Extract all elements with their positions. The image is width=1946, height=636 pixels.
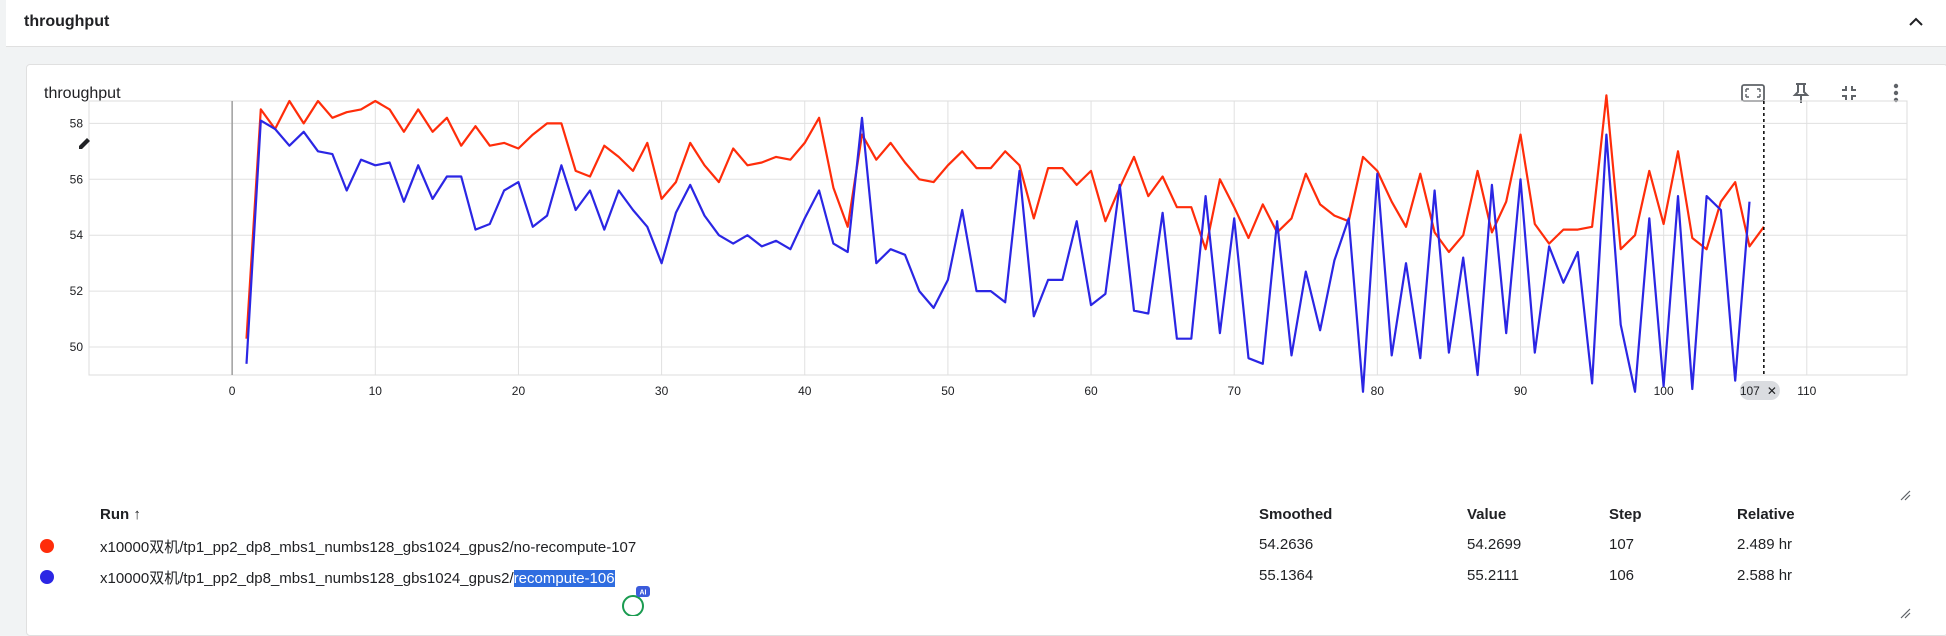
relative-cell: 2.489 hr	[1737, 536, 1793, 553]
y-tick-label: 58	[70, 116, 84, 130]
x-tick-label: 60	[1084, 384, 1098, 398]
chevron-up-icon	[1909, 17, 1923, 26]
fit-to-screen-icon	[1741, 84, 1765, 102]
y-tick-label: 50	[70, 340, 84, 354]
x-tick-label: 40	[798, 384, 812, 398]
x-tick-label: 0	[229, 384, 236, 398]
smoothed-value: 54.2636	[1259, 536, 1314, 553]
series-line	[245, 94, 1765, 339]
collapse-button[interactable]	[1904, 10, 1928, 34]
close-icon: ✕	[1767, 384, 1777, 398]
run-name-text: x10000双机/tp1_pp2_dp8_mbs1_numbs128_gbs10…	[100, 570, 514, 587]
col-run-header[interactable]: Run ↑	[100, 506, 141, 523]
x-tick-label: 90	[1514, 384, 1528, 398]
relative-cell: 2.588 hr	[1737, 567, 1793, 584]
step-cursor[interactable]: 107 ✕	[1740, 101, 1780, 400]
chart-grid	[88, 100, 1908, 376]
chart-series	[245, 94, 1765, 393]
run-color-dot	[40, 570, 54, 584]
value-cell: 54.2699	[1467, 536, 1522, 553]
ai-badge-label: AI	[640, 590, 647, 597]
fit-to-screen-button[interactable]	[1739, 79, 1767, 107]
step-cell: 107	[1609, 536, 1635, 553]
x-tick-label: 50	[941, 384, 955, 398]
x-tick-label: 70	[1228, 384, 1242, 398]
pin-icon	[1792, 83, 1810, 103]
pin-button[interactable]	[1787, 79, 1815, 107]
ai-assistant-icon[interactable]: AI	[620, 586, 650, 616]
card-title: throughput	[44, 85, 121, 102]
x-tick-label: 110	[1797, 384, 1816, 398]
run-name: x10000双机/tp1_pp2_dp8_mbs1_numbs128_gbs10…	[100, 536, 636, 557]
col-smoothed-header[interactable]: Smoothed	[1259, 506, 1333, 523]
y-tick-label: 56	[70, 172, 84, 186]
cursor-label: 107	[1740, 384, 1760, 398]
y-tick-label: 52	[70, 284, 84, 298]
chart-axes: 50 52 54 56 58 0 10 20 30 40 50 60 70 80 90 100 110	[70, 116, 1817, 398]
cursor-chip	[1739, 381, 1780, 400]
section-title: throughput	[24, 13, 110, 30]
chart-card: throughput 50 52 54 56 58 0 10 20 30 40 50 60 70 80 90…	[26, 64, 1946, 636]
x-tick-label: 20	[512, 384, 526, 398]
col-relative-header[interactable]: Relative	[1737, 506, 1795, 523]
fullscreen-exit-icon	[1842, 86, 1856, 100]
x-tick-label: 80	[1371, 384, 1385, 398]
col-value-header[interactable]: Value	[1467, 506, 1507, 523]
fullscreen-exit-button[interactable]	[1835, 79, 1863, 107]
y-tick-label: 54	[70, 228, 84, 242]
resize-handle-icon[interactable]	[1899, 607, 1911, 619]
run-name-text: x10000双机/tp1_pp2_dp8_mbs1_numbs128_gbs10…	[100, 539, 637, 556]
run-name: x10000双机/tp1_pp2_dp8_mbs1_numbs128_gbs10…	[100, 567, 615, 588]
edit-icon[interactable]	[79, 138, 90, 149]
x-tick-label: 30	[655, 384, 669, 398]
run-color-dot	[40, 539, 54, 553]
smoothed-value: 55.1364	[1259, 567, 1314, 584]
step-cell: 106	[1609, 567, 1635, 584]
section-header: throughput	[6, 0, 1946, 47]
value-cell: 55.2111	[1467, 567, 1519, 584]
x-tick-label: 10	[369, 384, 383, 398]
line-chart[interactable]: 50 52 54 56 58 0 10 20 30 40 50 60 70 80 90 100 110 107 ✕	[27, 65, 1946, 465]
selected-text: recompute-106	[513, 570, 615, 587]
series-line	[245, 116, 1751, 393]
x-tick-label: 100	[1654, 384, 1674, 398]
resize-handle-icon[interactable]	[1899, 489, 1911, 501]
col-step-header[interactable]: Step	[1609, 506, 1642, 523]
plot-frame	[88, 100, 1908, 376]
